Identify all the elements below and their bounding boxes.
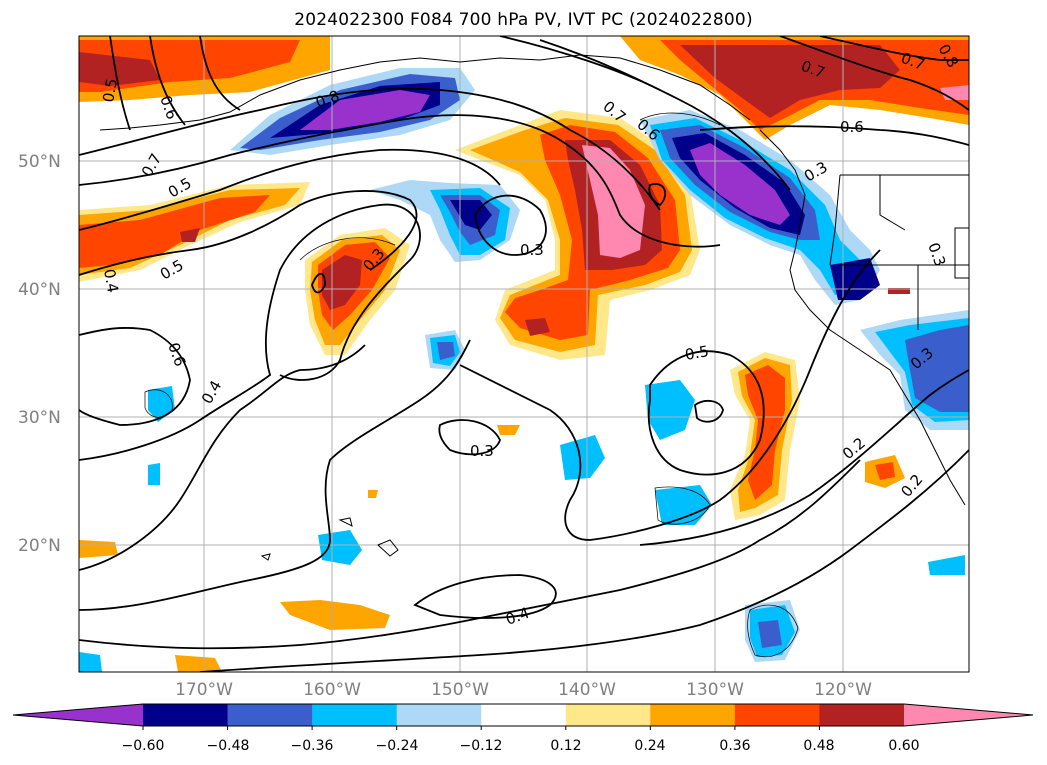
map-frame [78,35,970,673]
lon-label-160w: 160°W [303,680,361,700]
contour-label: 0.5 [99,77,121,104]
colorbar-tick: 0.48 [803,738,835,754]
colorbar-tick: −0.36 [290,738,334,754]
colorbar-tick: 0.36 [719,738,751,754]
colorbar-tick: −0.60 [121,738,165,754]
contour-label: 0.3 [470,442,494,460]
map-title: 2024022300 F084 700 hPa PV, IVT PC (2024… [294,10,753,30]
contour-label: 0.5 [684,342,711,364]
colorbar-tick: −0.24 [375,738,419,754]
lon-label-130w: 130°W [686,680,744,700]
coastlines [99,54,969,561]
lon-label-150w: 150°W [431,680,489,700]
lat-label-40n: 40°N [18,280,61,300]
lon-label-120w: 120°W [814,680,872,700]
contour-label: 0.3 [520,241,544,259]
contour-label: 0.4 [100,268,122,295]
colorbar-tick: −0.48 [206,738,250,754]
lon-label-140w: 140°W [558,680,616,700]
lon-label-170w: 170°W [175,680,233,700]
gridlines [79,36,969,672]
contour-label: 0.6 [840,118,864,136]
colorbar-tick: 0.24 [634,738,666,754]
colorbar-tick: −0.12 [459,738,503,754]
colorbar-tick: 0.12 [550,738,582,754]
lat-label-20n: 20°N [18,536,61,556]
colorbar-tick: 0.60 [888,738,920,754]
contour-lines [79,36,969,672]
lat-label-30n: 30°N [18,408,61,428]
lat-label-50n: 50°N [18,152,61,172]
contour-lines-thin [144,112,799,658]
